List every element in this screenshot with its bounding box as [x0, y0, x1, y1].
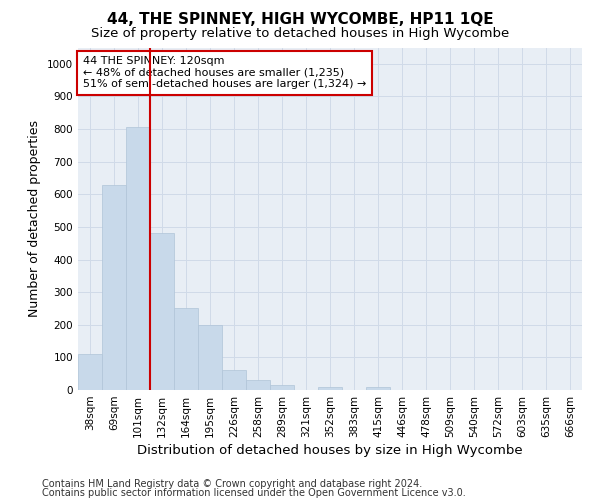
Text: 44 THE SPINNEY: 120sqm
← 48% of detached houses are smaller (1,235)
51% of semi-: 44 THE SPINNEY: 120sqm ← 48% of detached… [83, 56, 367, 90]
Bar [318, 386, 342, 390]
Bar [102, 184, 126, 390]
Bar [150, 234, 174, 390]
Bar [270, 385, 294, 390]
Text: Contains public sector information licensed under the Open Government Licence v3: Contains public sector information licen… [42, 488, 466, 498]
Bar [366, 386, 390, 390]
Y-axis label: Number of detached properties: Number of detached properties [28, 120, 41, 318]
Text: 44, THE SPINNEY, HIGH WYCOMBE, HP11 1QE: 44, THE SPINNEY, HIGH WYCOMBE, HP11 1QE [107, 12, 493, 28]
Bar [126, 128, 150, 390]
Text: Contains HM Land Registry data © Crown copyright and database right 2024.: Contains HM Land Registry data © Crown c… [42, 479, 422, 489]
Text: Size of property relative to detached houses in High Wycombe: Size of property relative to detached ho… [91, 28, 509, 40]
Bar [246, 380, 270, 390]
Bar [198, 325, 222, 390]
Bar [174, 308, 198, 390]
Bar [78, 354, 102, 390]
X-axis label: Distribution of detached houses by size in High Wycombe: Distribution of detached houses by size … [137, 444, 523, 457]
Bar [222, 370, 246, 390]
